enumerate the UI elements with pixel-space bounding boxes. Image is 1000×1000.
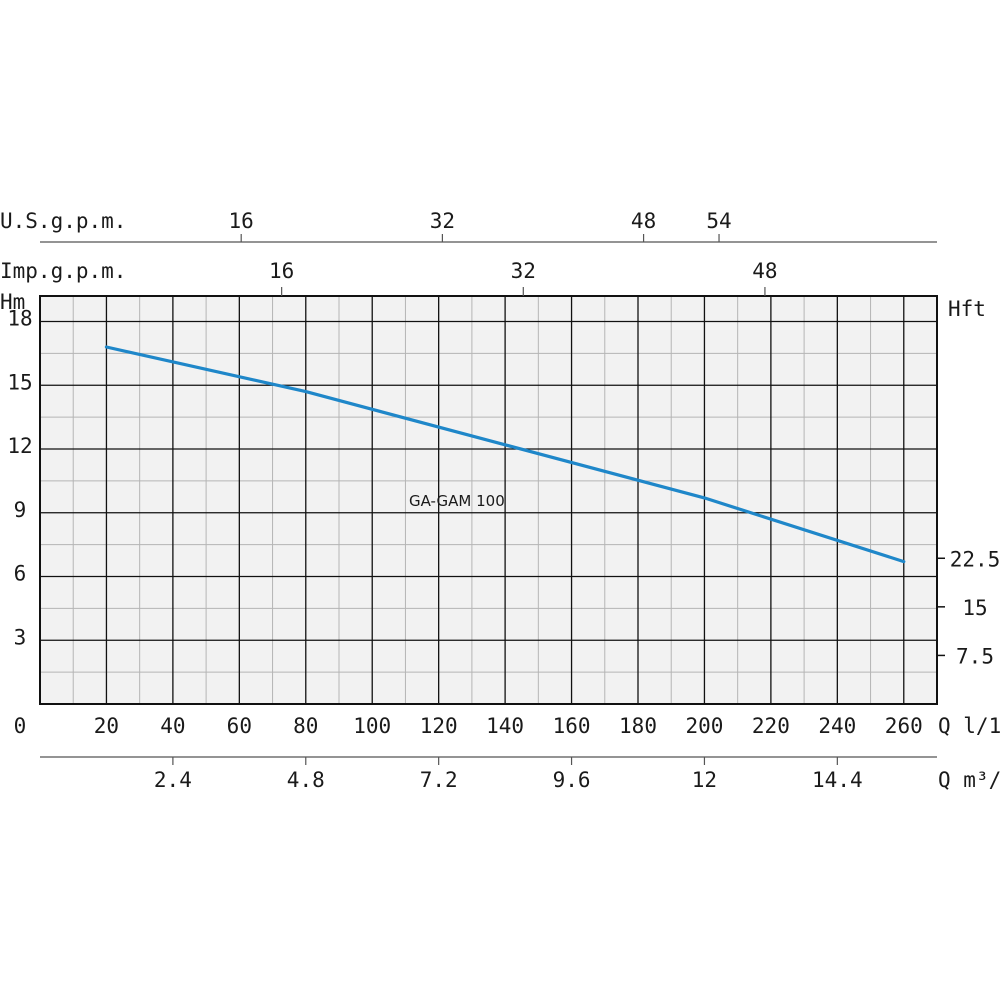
y-left-tick-label: 18	[7, 307, 32, 331]
x-tick-label: 180	[619, 714, 657, 738]
x-tick-label: 160	[553, 714, 591, 738]
us-gpm-tick-label: 48	[631, 209, 656, 233]
m3-tick-label: 12	[692, 768, 717, 792]
x-tick-label: 100	[353, 714, 391, 738]
curve-group	[104, 345, 906, 564]
x-tick-label: 80	[293, 714, 318, 738]
x-ticks: 0 20 40 60 80 100 120 140 160 180 200 220 240 260	[14, 714, 923, 738]
us-gpm-tick-label: 54	[706, 209, 731, 233]
m3-axis-label: Q m³/	[938, 768, 1000, 792]
plot-border	[39, 295, 938, 705]
minor-grid	[40, 296, 937, 704]
m3-tick-label: 4.8	[287, 768, 325, 792]
y-left-tick-label: 12	[7, 434, 32, 458]
x-tick-label: 60	[227, 714, 252, 738]
x-tick-label: 40	[160, 714, 185, 738]
curve-label: GA-GAM 100	[409, 492, 505, 510]
us-gpm-tick-label: 32	[430, 209, 455, 233]
x-tick-label: 220	[752, 714, 790, 738]
y-right-tick-label: 15	[962, 596, 987, 620]
major-grid	[40, 296, 937, 704]
imp-gpm-axis-label: Imp.g.p.m.	[0, 259, 126, 283]
x-tick-label: 20	[94, 714, 119, 738]
x-tick-label: 0	[14, 714, 27, 738]
y-right-ticks: 7.5 15 22.5	[937, 547, 1000, 668]
us-gpm-tick-label: 16	[229, 209, 254, 233]
y-left-tick-label: 15	[7, 370, 32, 394]
imp-gpm-tick-label: 32	[511, 259, 536, 283]
x-tick-label: 200	[685, 714, 723, 738]
x-tick-label: 140	[486, 714, 524, 738]
m3-tick-label: 2.4	[154, 768, 192, 792]
y-left-ticks: 3 6 9 12 15 18	[7, 307, 32, 650]
x-axis-label: Q l/1'	[938, 714, 1000, 738]
m3-tick-label: 7.2	[420, 768, 458, 792]
imp-gpm-tick-label: 16	[269, 259, 294, 283]
y-right-tick-label: 22.5	[950, 547, 1000, 571]
m3-ticks: 2.4 4.8 7.2 9.6 12 14.4	[154, 757, 863, 792]
x-tick-label: 240	[818, 714, 856, 738]
imp-gpm-ticks: 16 32 48	[269, 259, 778, 296]
y-left-axis-label: Hm	[0, 290, 25, 314]
y-left-tick-label: 9	[14, 498, 27, 522]
y-left-tick-label: 6	[14, 562, 27, 586]
x-tick-label: 120	[420, 714, 458, 738]
y-left-tick-label: 3	[14, 625, 27, 649]
series-line	[104, 345, 906, 564]
m3-tick-label: 9.6	[553, 768, 591, 792]
us-gpm-axis-label: U.S.g.p.m.	[0, 209, 126, 233]
y-right-axis-label: Hft	[948, 297, 986, 321]
x-tick-label: 260	[885, 714, 923, 738]
m3-tick-label: 14.4	[812, 768, 863, 792]
us-gpm-ticks: 16 32 48 54	[229, 209, 732, 242]
y-right-tick-label: 7.5	[956, 644, 994, 668]
imp-gpm-tick-label: 48	[752, 259, 777, 283]
